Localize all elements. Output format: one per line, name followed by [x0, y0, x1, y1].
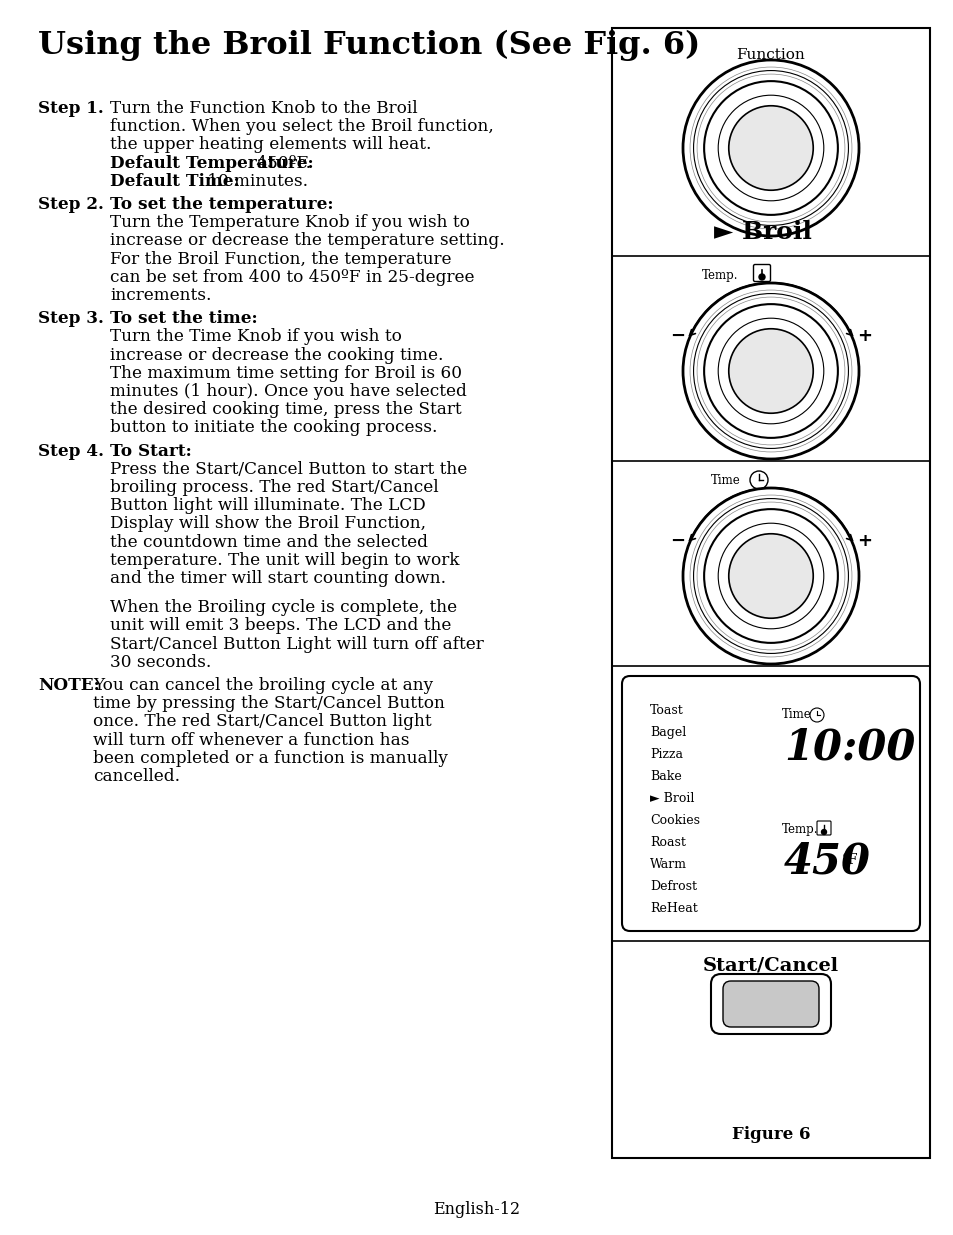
Text: increments.: increments. [110, 287, 212, 304]
Text: increase or decrease the cooking time.: increase or decrease the cooking time. [110, 347, 443, 363]
Text: time by pressing the Start/Cancel Button: time by pressing the Start/Cancel Button [92, 695, 444, 713]
Text: English-12: English-12 [433, 1200, 520, 1218]
Text: 10 minutes.: 10 minutes. [201, 173, 308, 190]
Text: Button light will illuminate. The LCD: Button light will illuminate. The LCD [110, 498, 425, 514]
FancyBboxPatch shape [621, 676, 919, 931]
Text: +: + [857, 327, 871, 345]
Text: Turn the Function Knob to the Broil: Turn the Function Knob to the Broil [110, 100, 417, 117]
Text: 450: 450 [783, 841, 870, 883]
Text: Turn the Temperature Knob if you wish to: Turn the Temperature Knob if you wish to [110, 214, 470, 231]
Circle shape [749, 471, 767, 489]
Text: ReHeat: ReHeat [649, 902, 697, 915]
Text: To set the time:: To set the time: [110, 310, 257, 327]
Text: −: − [669, 532, 684, 550]
Circle shape [728, 534, 812, 619]
Text: Bagel: Bagel [649, 726, 685, 739]
Text: Cookies: Cookies [649, 814, 700, 827]
Text: unit will emit 3 beeps. The LCD and the: unit will emit 3 beeps. The LCD and the [110, 618, 451, 635]
Text: Step 3.: Step 3. [38, 310, 104, 327]
Text: ► Broil: ► Broil [649, 792, 694, 805]
Circle shape [693, 294, 847, 448]
Text: The maximum time setting for Broil is 60: The maximum time setting for Broil is 60 [110, 364, 461, 382]
Circle shape [718, 524, 823, 629]
Text: minutes (1 hour). Once you have selected: minutes (1 hour). Once you have selected [110, 383, 466, 400]
Text: Toast: Toast [649, 704, 683, 718]
FancyBboxPatch shape [722, 981, 818, 1028]
Text: °F: °F [841, 853, 858, 867]
Text: the countdown time and the selected: the countdown time and the selected [110, 534, 428, 551]
Text: Turn the Time Knob if you wish to: Turn the Time Knob if you wish to [110, 329, 401, 346]
Circle shape [809, 708, 823, 722]
Text: once. The red Start/Cancel Button light: once. The red Start/Cancel Button light [92, 714, 431, 730]
Circle shape [693, 499, 847, 653]
Text: Press the Start/Cancel Button to start the: Press the Start/Cancel Button to start t… [110, 461, 467, 478]
Circle shape [682, 488, 858, 664]
Text: Function: Function [736, 48, 804, 62]
Text: the upper heating elements will heat.: the upper heating elements will heat. [110, 136, 431, 153]
Circle shape [759, 274, 764, 280]
Text: Temp.: Temp. [781, 823, 818, 836]
Text: Start/Cancel: Start/Cancel [702, 956, 839, 974]
Circle shape [718, 319, 823, 424]
Text: Warm: Warm [649, 858, 686, 871]
Bar [612, 28, 929, 1158]
Text: function. When you select the Broil function,: function. When you select the Broil func… [110, 119, 494, 135]
Text: button to initiate the cooking process.: button to initiate the cooking process. [110, 420, 437, 436]
Circle shape [821, 830, 825, 835]
Circle shape [703, 509, 837, 643]
Text: Figure 6: Figure 6 [731, 1126, 809, 1144]
Text: Using the Broil Function (See Fig. 6): Using the Broil Function (See Fig. 6) [38, 30, 700, 62]
Text: 450ºF.: 450ºF. [251, 154, 311, 172]
Circle shape [682, 61, 858, 236]
Text: 10:00: 10:00 [783, 726, 915, 768]
Text: +: + [857, 532, 871, 550]
Text: the desired cooking time, press the Start: the desired cooking time, press the Star… [110, 401, 461, 419]
Circle shape [703, 304, 837, 438]
Text: will turn off whenever a function has: will turn off whenever a function has [92, 731, 409, 748]
Text: Temp.: Temp. [700, 268, 738, 282]
Text: Default Temperature:: Default Temperature: [110, 154, 314, 172]
Text: 30 seconds.: 30 seconds. [110, 653, 212, 671]
Text: temperature. The unit will begin to work: temperature. The unit will begin to work [110, 552, 459, 569]
Text: Step 1.: Step 1. [38, 100, 104, 117]
Text: Display will show the Broil Function,: Display will show the Broil Function, [110, 515, 426, 532]
Text: You can cancel the broiling cycle at any: You can cancel the broiling cycle at any [92, 677, 433, 694]
Text: NOTE:: NOTE: [38, 677, 100, 694]
Text: −: − [669, 327, 684, 345]
Text: When the Broiling cycle is complete, the: When the Broiling cycle is complete, the [110, 599, 456, 616]
Text: ► Broil: ► Broil [713, 220, 811, 245]
Text: Start/Cancel Button Light will turn off after: Start/Cancel Button Light will turn off … [110, 636, 483, 652]
Text: For the Broil Function, the temperature: For the Broil Function, the temperature [110, 251, 451, 268]
Text: To Start:: To Start: [110, 442, 192, 459]
Text: Roast: Roast [649, 836, 685, 848]
Text: To set the temperature:: To set the temperature: [110, 196, 334, 212]
Text: broiling process. The red Start/Cancel: broiling process. The red Start/Cancel [110, 479, 438, 496]
Circle shape [718, 95, 823, 201]
FancyBboxPatch shape [710, 974, 830, 1034]
Circle shape [682, 283, 858, 459]
Circle shape [693, 70, 847, 226]
Text: Bake: Bake [649, 769, 681, 783]
FancyBboxPatch shape [753, 264, 770, 282]
Text: Time: Time [711, 473, 740, 487]
FancyBboxPatch shape [816, 821, 830, 835]
Text: increase or decrease the temperature setting.: increase or decrease the temperature set… [110, 232, 504, 249]
Text: cancelled.: cancelled. [92, 768, 180, 785]
Text: Time: Time [781, 708, 811, 721]
Text: been completed or a function is manually: been completed or a function is manually [92, 750, 447, 767]
Text: Default Time:: Default Time: [110, 173, 239, 190]
Text: and the timer will start counting down.: and the timer will start counting down. [110, 571, 446, 587]
Text: Pizza: Pizza [649, 748, 682, 761]
Text: can be set from 400 to 450ºF in 25-degree: can be set from 400 to 450ºF in 25-degre… [110, 269, 474, 285]
Text: Step 2.: Step 2. [38, 196, 104, 212]
Circle shape [728, 329, 812, 414]
Circle shape [703, 82, 837, 215]
Text: Step 4.: Step 4. [38, 442, 104, 459]
Circle shape [728, 106, 812, 190]
Text: Defrost: Defrost [649, 881, 697, 893]
